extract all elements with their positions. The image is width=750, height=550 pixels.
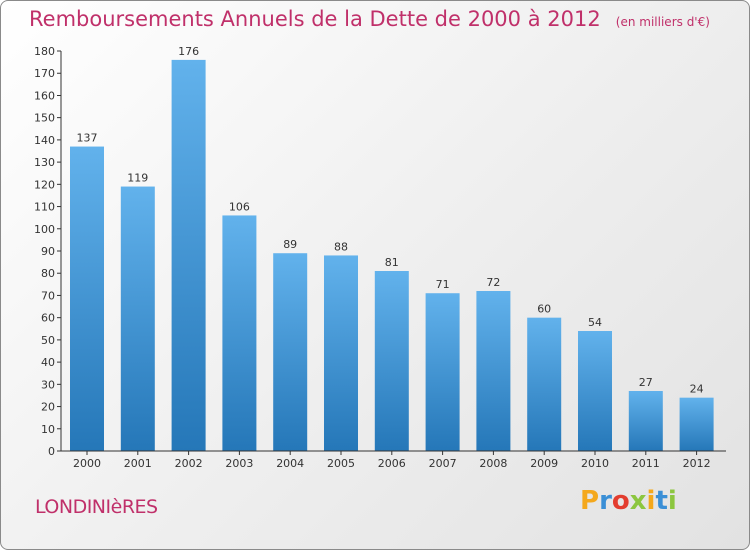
bar-value-label: 24	[690, 383, 704, 396]
bar	[679, 397, 714, 451]
x-tick-label: 2007	[429, 457, 457, 470]
y-tick-label: 0	[48, 445, 55, 458]
y-tick-label: 130	[34, 156, 55, 169]
commune-name: LONDINIèRES	[35, 496, 158, 518]
y-tick-label: 100	[34, 223, 55, 236]
bar	[578, 331, 612, 451]
bar-value-label: 176	[178, 45, 199, 58]
y-tick-label: 60	[41, 312, 55, 325]
y-tick-label: 70	[41, 289, 55, 302]
bar	[222, 215, 257, 451]
bar	[476, 291, 511, 451]
y-tick-label: 160	[34, 89, 55, 102]
y-tick-label: 90	[41, 245, 55, 258]
y-tick-label: 140	[34, 134, 55, 147]
x-tick-label: 2008	[479, 457, 507, 470]
y-tick-label: 30	[41, 378, 55, 391]
y-tick-label: 40	[41, 356, 55, 369]
y-tick-label: 50	[41, 334, 55, 347]
x-tick-label: 2010	[581, 457, 609, 470]
x-tick-label: 2001	[124, 457, 152, 470]
bar-value-label: 137	[77, 132, 98, 145]
logo-letter: t	[655, 486, 668, 516]
x-tick-label: 2011	[632, 457, 660, 470]
bar	[628, 391, 663, 451]
bar	[70, 146, 104, 452]
x-tick-label: 2005	[327, 457, 355, 470]
bar-value-label: 72	[486, 276, 500, 289]
logo-letter: i	[667, 486, 677, 516]
title-text: Remboursements Annuels de la Dette de 20…	[29, 7, 601, 31]
bar-value-label: 106	[229, 200, 250, 213]
bar-value-label: 81	[385, 256, 399, 269]
logo-letter: o	[611, 486, 630, 516]
bar	[374, 271, 409, 451]
bar	[527, 317, 562, 451]
bar-value-label: 71	[436, 278, 450, 291]
x-tick-label: 2006	[378, 457, 406, 470]
logo-letter: x	[629, 486, 647, 516]
bar	[171, 59, 206, 452]
y-tick-label: 20	[41, 401, 55, 414]
x-tick-label: 2003	[225, 457, 253, 470]
bar	[273, 253, 308, 451]
y-tick-label: 110	[34, 201, 55, 214]
y-tick-label: 10	[41, 423, 55, 436]
x-tick-label: 2000	[73, 457, 101, 470]
bar-value-label: 27	[639, 376, 653, 389]
x-tick-label: 2002	[175, 457, 203, 470]
x-tick-label: 2009	[530, 457, 558, 470]
bar-value-label: 60	[537, 303, 551, 316]
y-tick-label: 170	[34, 67, 55, 80]
bar-value-label: 88	[334, 240, 348, 253]
x-tick-label: 2012	[683, 457, 711, 470]
y-tick-label: 120	[34, 178, 55, 191]
bar	[425, 293, 460, 451]
x-tick-label: 2004	[276, 457, 304, 470]
title-unit: (en milliers d'€)	[615, 15, 710, 29]
logo-letter: P	[580, 486, 600, 516]
bar-value-label: 119	[127, 172, 148, 185]
logo-letter: r	[599, 486, 612, 516]
bars-group: 137 119 176 106 89 88 81 71 72 60 54 27 24	[70, 45, 714, 452]
x-axis: 2000 2001 2002 2003 2004 2005 2006 2007 2008 2009…	[61, 450, 726, 470]
proxiti-logo[interactable]: Proxiti	[580, 486, 677, 516]
bar-value-label: 54	[588, 316, 602, 329]
bar	[324, 255, 358, 451]
y-tick-label: 80	[41, 267, 55, 280]
logo-letter: i	[646, 486, 656, 516]
bar	[120, 186, 155, 452]
bar-value-label: 89	[283, 238, 297, 251]
y-axis: 0 10 20 30 40 50 60 70 80 90 100 110 120 130 140 150 160…	[34, 45, 62, 458]
y-tick-label: 150	[34, 112, 55, 125]
chart-title: Remboursements Annuels de la Dette de 20…	[29, 7, 710, 31]
y-tick-label: 180	[34, 45, 55, 58]
